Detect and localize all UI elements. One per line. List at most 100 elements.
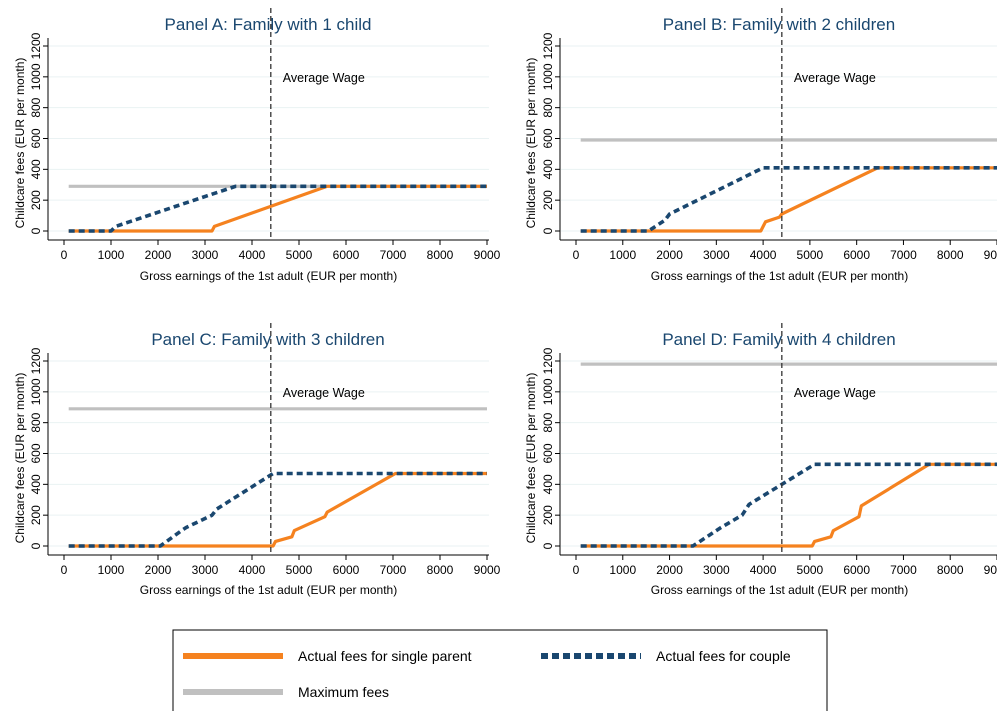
- x-axis-label: Gross earnings of the 1st adult (EUR per…: [140, 583, 397, 597]
- x-tick-label: 5000: [286, 248, 313, 262]
- y-tick-label: 400: [541, 159, 555, 179]
- x-tick-label: 8000: [937, 248, 964, 262]
- x-tick-label: 2000: [656, 248, 683, 262]
- y-tick-label: 1000: [29, 378, 43, 405]
- average-wage-label: Average Wage: [283, 386, 365, 400]
- y-tick-label: 1000: [541, 63, 555, 90]
- series-single-line: [69, 186, 487, 231]
- y-tick-label: 200: [541, 190, 555, 210]
- panel-title: Panel A: Family with 1 child: [165, 15, 372, 34]
- panel-title: Panel B: Family with 2 children: [663, 15, 895, 34]
- y-tick-label: 800: [541, 412, 555, 432]
- series-single-line: [581, 168, 997, 231]
- series-single-line: [581, 464, 997, 546]
- y-tick-label: 400: [29, 159, 43, 179]
- y-tick-label: 400: [29, 474, 43, 494]
- x-tick-label: 3000: [703, 563, 730, 577]
- series-couple-line: [69, 186, 487, 231]
- legend-label-single: Actual fees for single parent: [298, 648, 472, 664]
- x-tick-label: 6000: [843, 248, 870, 262]
- y-tick-label: 1200: [29, 32, 43, 59]
- x-tick-label: 4000: [239, 563, 266, 577]
- y-axis-label: Childcare fees (EUR per month): [524, 373, 538, 544]
- x-tick-label: 9000: [474, 248, 501, 262]
- y-tick-label: 0: [541, 542, 555, 549]
- x-tick-label: 6000: [843, 563, 870, 577]
- y-tick-label: 0: [541, 227, 555, 234]
- y-tick-label: 1000: [541, 378, 555, 405]
- x-tick-label: 8000: [427, 248, 454, 262]
- x-tick-label: 3000: [192, 248, 219, 262]
- y-tick-label: 600: [29, 443, 43, 463]
- x-tick-label: 9000: [474, 563, 501, 577]
- y-axis-label: Childcare fees (EUR per month): [524, 58, 538, 229]
- x-tick-label: 8000: [937, 563, 964, 577]
- x-tick-label: 3000: [192, 563, 219, 577]
- x-tick-label: 9000: [984, 563, 997, 577]
- x-axis-label: Gross earnings of the 1st adult (EUR per…: [140, 269, 397, 283]
- average-wage-label: Average Wage: [283, 71, 365, 85]
- y-tick-label: 400: [541, 474, 555, 494]
- series-couple-line: [581, 464, 997, 546]
- x-tick-label: 7000: [380, 563, 407, 577]
- y-tick-label: 800: [29, 412, 43, 432]
- x-tick-label: 7000: [890, 248, 917, 262]
- panel-d: 0 200 400 600 800 1000 1200 0 1000 2000 3000 4000 50…: [524, 323, 997, 597]
- y-tick-label: 800: [29, 97, 43, 117]
- x-tick-label: 6000: [333, 563, 360, 577]
- x-tick-label: 7000: [890, 563, 917, 577]
- panel-title: Panel C: Family with 3 children: [151, 330, 384, 349]
- x-tick-label: 5000: [797, 248, 824, 262]
- y-tick-label: 200: [541, 505, 555, 525]
- x-tick-label: 2000: [145, 248, 172, 262]
- y-tick-label: 1200: [29, 347, 43, 374]
- y-tick-label: 200: [29, 190, 43, 210]
- x-tick-label: 0: [61, 563, 68, 577]
- x-tick-label: 1000: [609, 248, 636, 262]
- x-tick-label: 9000: [984, 248, 997, 262]
- x-tick-label: 4000: [239, 248, 266, 262]
- x-tick-label: 1000: [609, 563, 636, 577]
- y-axis-label: Childcare fees (EUR per month): [13, 373, 27, 544]
- y-axis-label: Childcare fees (EUR per month): [13, 58, 27, 229]
- panel-b: 0 200 400 600 800 1000 1200 0 1000 2000 3000 4000 50…: [524, 8, 997, 283]
- x-tick-label: 0: [573, 563, 580, 577]
- x-tick-label: 0: [573, 248, 580, 262]
- x-tick-label: 2000: [145, 563, 172, 577]
- panel-c: 0 200 400 600 800 1000 1200 0 1000 2000 3000 4000 50…: [13, 323, 501, 597]
- x-tick-label: 1000: [98, 563, 125, 577]
- x-tick-label: 0: [61, 248, 68, 262]
- x-tick-label: 8000: [427, 563, 454, 577]
- x-tick-label: 3000: [703, 248, 730, 262]
- x-tick-label: 7000: [380, 248, 407, 262]
- legend-label-couple: Actual fees for couple: [656, 648, 791, 664]
- y-tick-label: 200: [29, 505, 43, 525]
- x-tick-label: 1000: [98, 248, 125, 262]
- y-tick-label: 1200: [541, 32, 555, 59]
- x-tick-label: 6000: [333, 248, 360, 262]
- y-tick-label: 600: [29, 128, 43, 148]
- x-axis-label: Gross earnings of the 1st adult (EUR per…: [651, 269, 908, 283]
- panel-a: 0 200 400 600 800 1000 1200 0 1000 2000 3000 4000 50…: [13, 8, 501, 283]
- y-tick-label: 600: [541, 443, 555, 463]
- y-tick-label: 0: [29, 227, 43, 234]
- y-tick-label: 800: [541, 97, 555, 117]
- x-tick-label: 5000: [286, 563, 313, 577]
- y-tick-label: 1000: [29, 63, 43, 90]
- legend: Actual fees for single parent Actual fee…: [173, 630, 827, 711]
- legend-box: [173, 630, 827, 711]
- series-couple-line: [581, 168, 997, 231]
- average-wage-label: Average Wage: [794, 386, 876, 400]
- average-wage-label: Average Wage: [794, 71, 876, 85]
- y-tick-label: 600: [541, 128, 555, 148]
- y-tick-label: 0: [29, 542, 43, 549]
- legend-label-maximum: Maximum fees: [298, 684, 389, 700]
- x-tick-label: 4000: [750, 563, 777, 577]
- x-axis-label: Gross earnings of the 1st adult (EUR per…: [651, 583, 908, 597]
- x-tick-label: 4000: [750, 248, 777, 262]
- x-tick-label: 5000: [797, 563, 824, 577]
- panel-title: Panel D: Family with 4 children: [662, 330, 895, 349]
- y-tick-label: 1200: [541, 347, 555, 374]
